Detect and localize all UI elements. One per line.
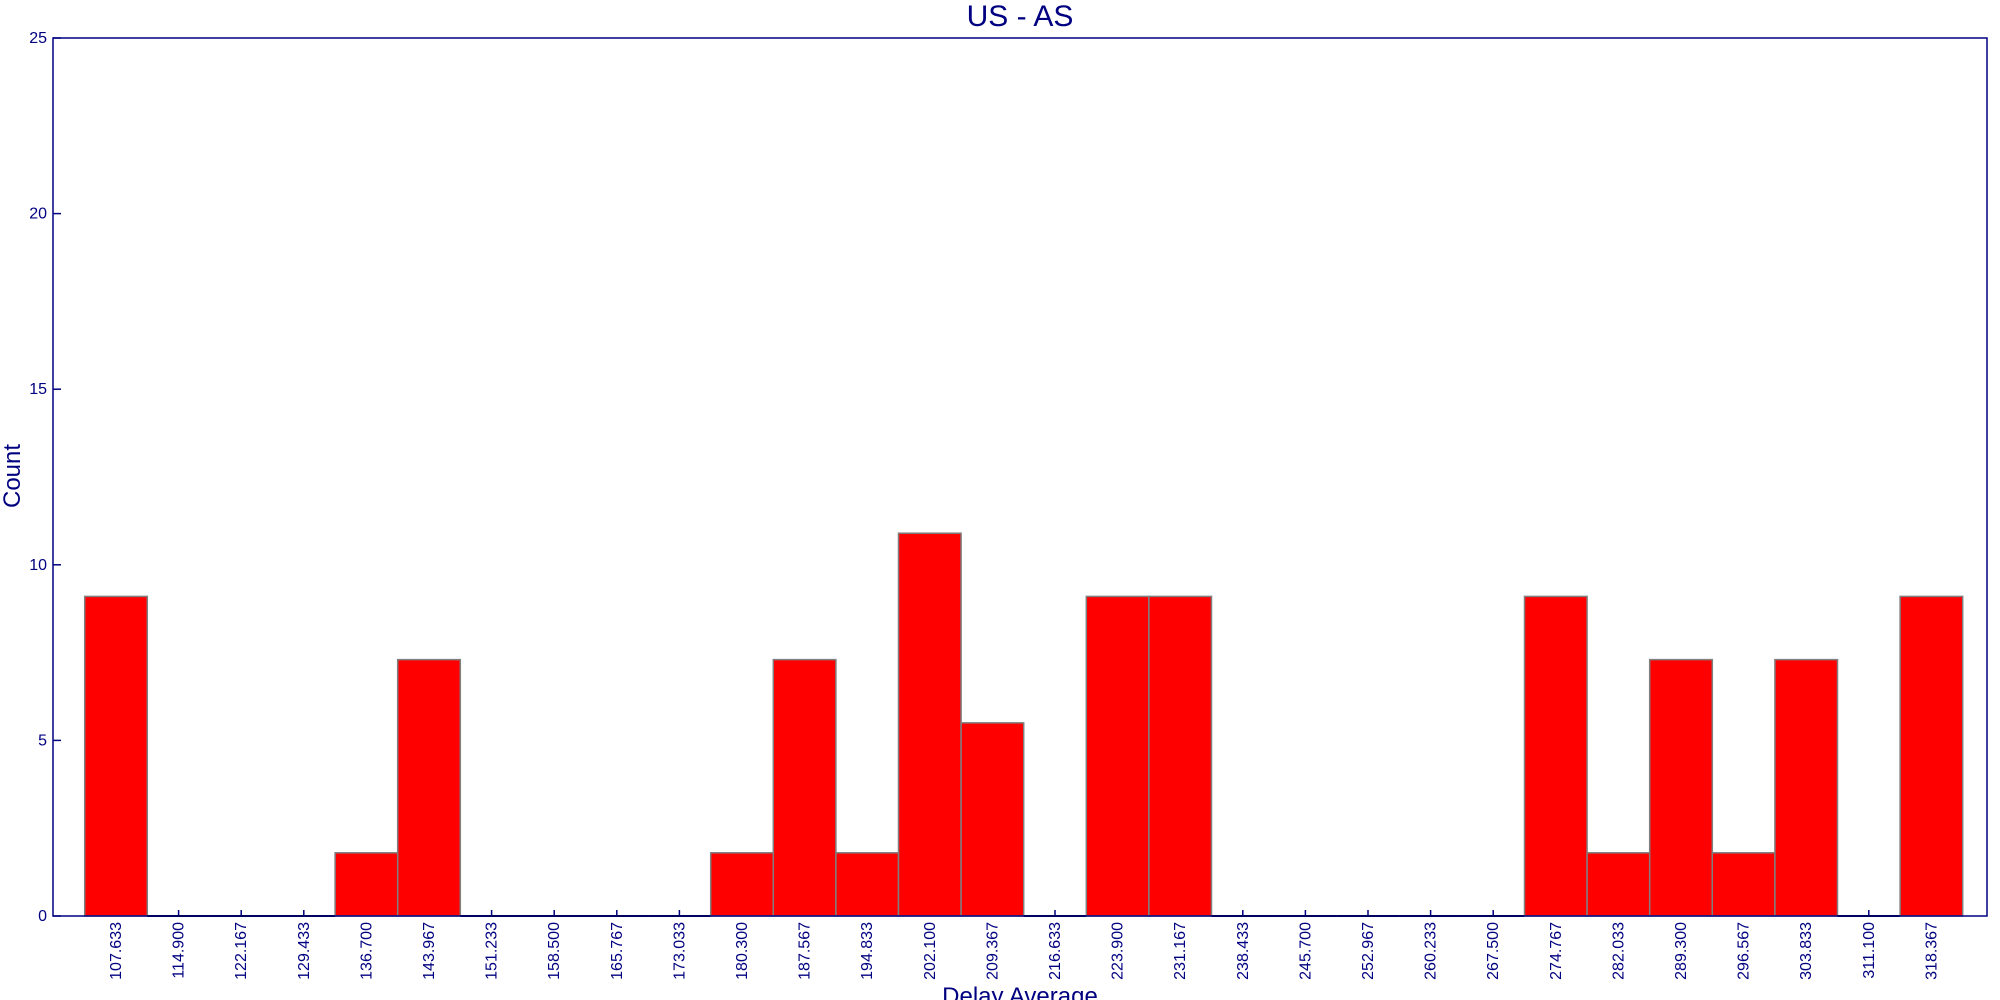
x-tick-label: 311.100 xyxy=(1861,922,1878,979)
histogram-bar xyxy=(960,722,1025,917)
x-tick-label: 245.700 xyxy=(1297,922,1314,980)
x-tick-label: 136.700 xyxy=(358,922,375,980)
x-tick-label: 223.900 xyxy=(1110,922,1127,980)
x-tick-label: 252.967 xyxy=(1360,922,1377,980)
x-tick-label: 209.367 xyxy=(984,922,1001,980)
x-tick-label: 143.967 xyxy=(421,922,438,980)
x-tick-label: 114.900 xyxy=(171,922,188,979)
histogram-bar xyxy=(709,852,775,917)
bar-series xyxy=(83,532,1964,917)
histogram-bar xyxy=(334,852,399,917)
x-tick-label: 165.767 xyxy=(609,922,626,980)
x-tick-label: 122.167 xyxy=(233,922,250,980)
y-tick-label: 15 xyxy=(29,381,47,398)
histogram-bar xyxy=(396,658,462,917)
x-tick-label: 107.633 xyxy=(108,922,125,980)
x-tick-label: 231.167 xyxy=(1172,922,1189,980)
x-tick-label: 194.833 xyxy=(859,922,876,980)
x-tick-label: 260.233 xyxy=(1423,922,1440,980)
histogram-bar xyxy=(897,532,962,917)
histogram-bar xyxy=(772,658,837,917)
chart-title: US - AS xyxy=(967,0,1074,33)
y-axis-ticks: 0 5 10 15 20 25 xyxy=(29,30,61,925)
histogram-bar xyxy=(1774,658,1839,917)
x-axis-ticks: 107.633 114.900 122.167 129.433 136.700 143.9… xyxy=(108,910,1940,980)
x-tick-label: 296.567 xyxy=(1736,922,1753,980)
plot-area-frame xyxy=(52,37,1988,917)
x-tick-label: 158.500 xyxy=(546,922,563,980)
y-tick-label: 20 xyxy=(29,206,47,223)
x-tick-label: 180.300 xyxy=(734,922,751,980)
x-tick-label: 151.233 xyxy=(484,922,501,980)
x-tick-label: 274.767 xyxy=(1548,922,1565,980)
histogram-bar xyxy=(1648,658,1714,917)
y-tick-label: 10 xyxy=(29,557,47,574)
histogram-bar xyxy=(1523,595,1588,917)
histogram-bar xyxy=(83,595,149,917)
x-tick-label: 289.300 xyxy=(1673,922,1690,980)
histogram-bar xyxy=(1586,852,1651,917)
x-tick-label: 202.100 xyxy=(922,922,939,980)
x-tick-label: 303.833 xyxy=(1798,922,1815,980)
y-axis-label: Count xyxy=(0,444,26,508)
histogram-bar xyxy=(1148,595,1213,917)
y-tick-label: 0 xyxy=(38,908,47,925)
histogram-bar xyxy=(1711,852,1776,917)
histogram-bar xyxy=(835,852,900,917)
x-tick-label: 216.633 xyxy=(1047,922,1064,980)
histogram-bar xyxy=(1085,595,1150,917)
x-tick-label: 173.033 xyxy=(671,922,688,980)
y-tick-label: 5 xyxy=(38,732,47,749)
x-tick-label: 238.433 xyxy=(1235,922,1252,980)
x-tick-label: 267.500 xyxy=(1485,922,1502,980)
x-tick-label: 282.033 xyxy=(1610,922,1627,980)
x-tick-label: 129.433 xyxy=(296,922,313,980)
x-tick-label: 187.567 xyxy=(797,922,814,980)
y-tick-label: 25 xyxy=(29,30,47,47)
histogram-bar xyxy=(1899,595,1964,917)
x-tick-label: 318.367 xyxy=(1923,922,1940,980)
x-axis-label: Delay Average xyxy=(942,983,1098,1000)
